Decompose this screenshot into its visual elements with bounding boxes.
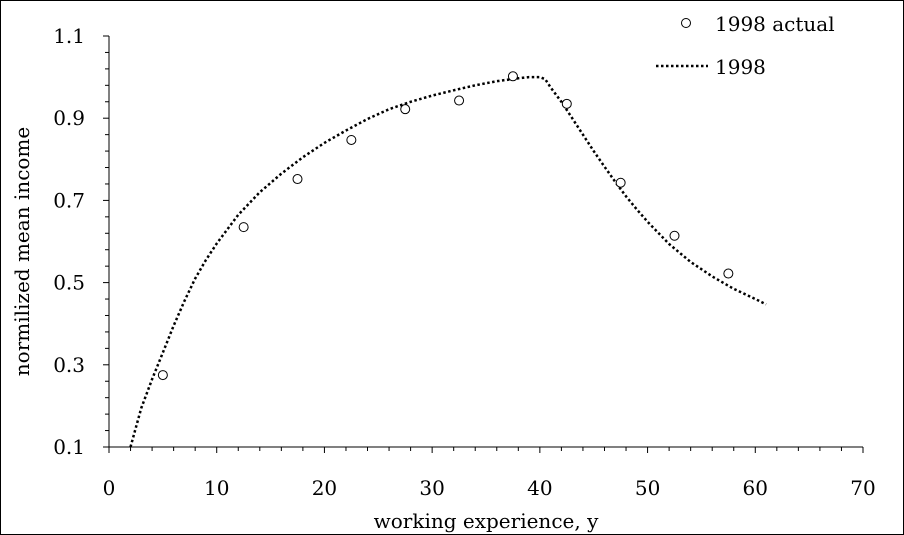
x-tick-label: 70 xyxy=(850,476,875,500)
y-axis-title: normilized mean income xyxy=(10,127,34,376)
y-tick-label: 0.5 xyxy=(53,271,85,295)
data-point-1998-actual xyxy=(157,370,168,381)
data-point-1998-actual xyxy=(507,71,518,82)
x-tick-label: 40 xyxy=(527,476,552,500)
legend: 1998 actual 1998 xyxy=(656,12,835,79)
y-tick-label: 0.9 xyxy=(53,106,85,130)
data-point-1998-actual xyxy=(615,177,626,188)
x-axis-title: working experience, y xyxy=(374,509,599,533)
data-point-1998-actual xyxy=(561,98,572,109)
x-tick-label: 60 xyxy=(743,476,768,500)
data-point-1998-actual xyxy=(346,134,357,145)
x-tick-label: 30 xyxy=(419,476,444,500)
y-axis-ticks: 0.1 0.3 0.5 0.7 0.9 1.1 xyxy=(53,24,109,459)
data-point-1998-actual xyxy=(723,268,734,279)
y-tick-label: 0.3 xyxy=(53,353,85,377)
x-axis-ticks: 0 10 20 30 40 50 60 70 xyxy=(103,447,876,500)
data-point-1998-actual xyxy=(454,95,465,106)
x-tick-label: 0 xyxy=(103,476,116,500)
plot-area xyxy=(129,71,767,448)
x-tick-label: 20 xyxy=(312,476,337,500)
x-tick-label: 50 xyxy=(635,476,660,500)
axes xyxy=(108,36,863,448)
data-point-1998-actual xyxy=(238,222,249,233)
legend-label-1998-actual: 1998 actual xyxy=(715,12,835,36)
y-tick-label: 0.7 xyxy=(53,188,85,212)
series-line-1998 xyxy=(129,75,767,448)
legend-marker-1998-actual xyxy=(681,18,691,28)
data-point-1998-actual xyxy=(669,230,680,241)
legend-label-1998: 1998 xyxy=(715,55,766,79)
data-point-1998-actual xyxy=(292,174,303,185)
data-point-1998-actual xyxy=(400,104,411,115)
y-tick-label: 0.1 xyxy=(53,435,85,459)
x-tick-label: 10 xyxy=(204,476,229,500)
y-tick-label: 1.1 xyxy=(53,24,85,48)
